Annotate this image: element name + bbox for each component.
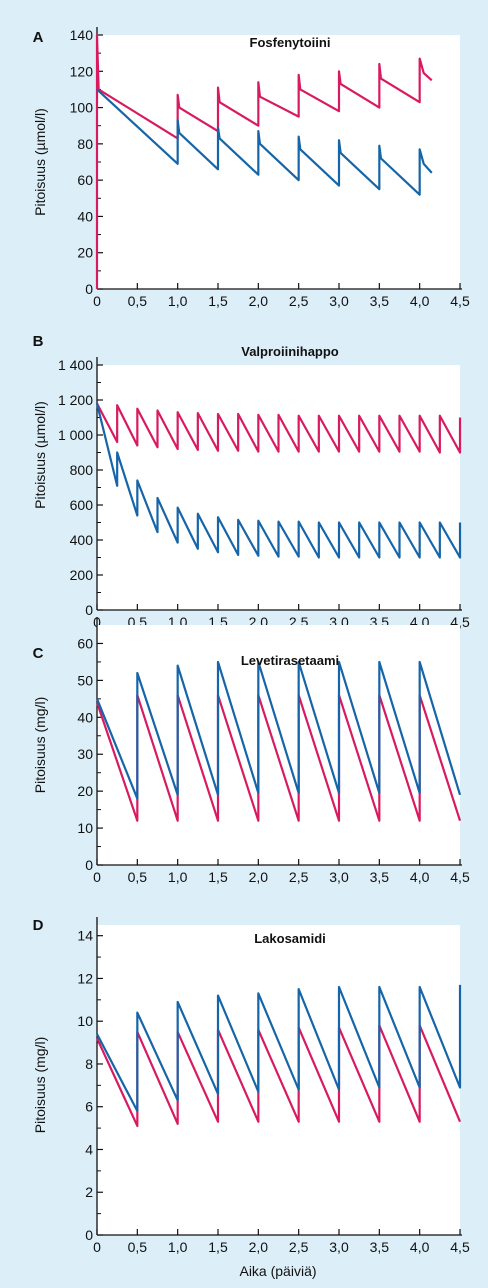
y-tick-label: 6	[85, 1099, 93, 1115]
y-tick-label: 0	[85, 281, 93, 297]
y-axis-title: Pitoisuus (mg/l)	[32, 1037, 48, 1133]
x-tick-label: 2,5	[289, 1239, 309, 1255]
y-tick-label: 1 000	[58, 427, 93, 443]
x-tick-label: 3,5	[370, 869, 390, 885]
plot-area	[97, 925, 460, 1235]
y-tick-label: 12	[77, 970, 93, 986]
x-tick-label: 2,0	[249, 1239, 269, 1255]
x-axis-title: Aika (päiviä)	[239, 1263, 316, 1279]
series-line-blue	[96, 88, 433, 196]
series-line-red	[95, 694, 462, 822]
y-tick-label: 2	[85, 1184, 93, 1200]
x-tick-label: 0,5	[128, 869, 148, 885]
panel-letter: D	[33, 917, 44, 934]
panel-title: Valproiinihappo	[241, 344, 339, 359]
y-tick-label: 30	[77, 746, 93, 762]
panel-title: Fosfenytoiini	[250, 35, 331, 50]
panel-letter: A	[33, 29, 44, 46]
x-tick-label: 2,0	[249, 293, 269, 309]
chart-panel-c: 0 10 20 30 40 50 60 0 0,5 1,0 1,5 2,0 2,5 3,0 3,5 4,0 4,…	[32, 617, 470, 885]
plot-area	[97, 625, 460, 865]
y-tick-label: 60	[77, 635, 93, 651]
series-line-red	[96, 402, 462, 454]
x-tick-label: 3,0	[329, 293, 349, 309]
chart-panel-a: 0 20 40 60 80 100 120 140 0 0,5 1,0 1,5 2,0 2,5 3,0 3,5…	[32, 27, 470, 309]
y-tick-label: 600	[70, 497, 94, 513]
x-tick-label: 1,0	[168, 1239, 188, 1255]
x-tick-label: 4,5	[450, 1239, 470, 1255]
series-line-blue	[96, 984, 462, 1113]
x-tick-label: 1,5	[208, 869, 228, 885]
y-tick-label: 80	[77, 136, 93, 152]
x-tick-label: 2,0	[249, 869, 269, 885]
series-line-red	[96, 1024, 462, 1128]
series-line-red	[95, 33, 433, 289]
x-tick-label: 3,5	[370, 1239, 390, 1255]
y-tick-label: 800	[70, 462, 94, 478]
y-tick-label: 400	[70, 532, 94, 548]
series-line-blue	[95, 660, 462, 800]
x-tick-label: 3,0	[329, 1239, 349, 1255]
x-tick-label: 3,0	[329, 869, 349, 885]
x-tick-label: 4,0	[410, 293, 430, 309]
y-tick-label: 10	[77, 1013, 93, 1029]
x-tick-label: 1,0	[168, 293, 188, 309]
y-tick-label: 0	[85, 1227, 93, 1243]
y-tick-label: 100	[70, 100, 94, 116]
x-tick-label: 1,5	[208, 293, 228, 309]
x-tick-label: 0	[93, 293, 101, 309]
x-tick-label: 0,5	[128, 293, 148, 309]
x-tick-label: 1,5	[208, 1239, 228, 1255]
x-tick-label: 4,5	[450, 869, 470, 885]
x-tick-label: 2,5	[289, 869, 309, 885]
y-tick-label: 50	[77, 672, 93, 688]
panel-title: Lakosamidi	[254, 931, 326, 946]
y-tick-label: 1 200	[58, 392, 93, 408]
chart-panel-d: 0 2 4 6 8 10 12 14 0 0,5 1,0 1,5 2,0 2,5 3,0 3,5 4,0 4,5 D…	[32, 917, 470, 1255]
plot-area	[97, 365, 460, 610]
y-tick-label: 20	[77, 783, 93, 799]
x-tick-label: 1,0	[168, 869, 188, 885]
series-line-blue	[95, 403, 462, 559]
panel-letter: B	[33, 333, 44, 350]
y-tick-label: 1 400	[58, 357, 93, 373]
y-tick-label: 0	[85, 857, 93, 873]
x-tick-label: 4,0	[410, 1239, 430, 1255]
x-tick-label: 0,5	[128, 1239, 148, 1255]
y-tick-label: 40	[77, 709, 93, 725]
y-axis-title: Pitoisuus (µmol/l)	[32, 401, 48, 509]
y-tick-label: 200	[70, 567, 94, 583]
y-tick-label: 40	[77, 208, 93, 224]
y-axis-title: Pitoisuus (mg/l)	[32, 697, 48, 793]
panel-letter: C	[33, 645, 44, 662]
x-tick-label: 4,0	[410, 869, 430, 885]
y-tick-label: 120	[70, 63, 94, 79]
y-tick-label: 10	[77, 820, 93, 836]
x-tick-label: 3,5	[370, 293, 390, 309]
y-axis-title: Pitoisuus (µmol/l)	[32, 108, 48, 216]
panel-title: Levetirasetaami	[241, 653, 339, 668]
x-tick-label: 4,5	[450, 293, 470, 309]
y-tick-label: 8	[85, 1056, 93, 1072]
y-tick-label: 60	[77, 172, 93, 188]
y-tick-label: 14	[77, 928, 93, 944]
y-tick-label: 0	[85, 602, 93, 618]
x-tick-label: 0	[93, 1239, 101, 1255]
y-tick-label: 20	[77, 245, 93, 261]
y-tick-label: 140	[70, 27, 94, 43]
x-tick-label: 2,5	[289, 293, 309, 309]
x-tick-label: 0	[93, 869, 101, 885]
y-tick-label: 4	[85, 1141, 93, 1157]
